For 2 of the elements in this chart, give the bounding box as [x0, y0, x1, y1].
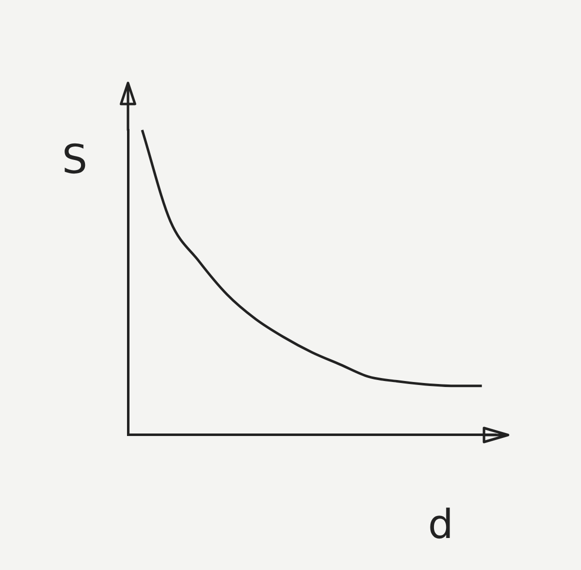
y-axis-title: S [62, 137, 88, 183]
x-axis-title: d [428, 502, 454, 548]
